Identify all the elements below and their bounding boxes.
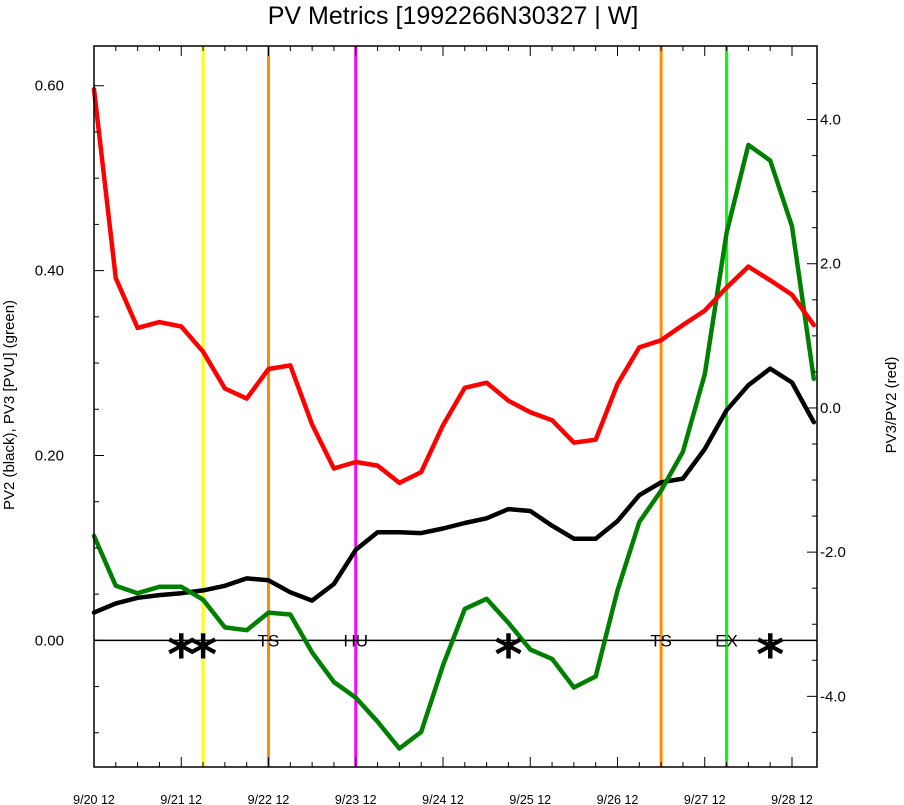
stage-label-hu-1: HU — [343, 631, 368, 650]
x-tick-label: 9/25 12 — [509, 793, 551, 805]
left-tick-label: 0.60 — [35, 78, 64, 95]
right-tick-label: -4.0 — [820, 688, 846, 705]
right-tick-label: 0.0 — [820, 400, 841, 417]
right-tick-label: 4.0 — [820, 112, 841, 129]
stage-labels: TS HU TS EX — [258, 631, 738, 650]
left-tick-label: 0.20 — [35, 447, 64, 464]
x-tick-label: 9/22 12 — [248, 793, 290, 805]
stage-label-ts-0: TS — [258, 631, 280, 650]
right-tick-label: -2.0 — [820, 544, 846, 561]
star-marker-2: * — [494, 623, 522, 686]
plot-border — [93, 45, 818, 768]
stage-label-ts-2: TS — [650, 631, 672, 650]
star-markers: ** * * — [167, 623, 784, 686]
x-tick-label: 9/24 12 — [422, 793, 464, 805]
star-marker-0: * — [167, 623, 195, 686]
right-axis-label: PV3/PV2 (red) — [883, 357, 900, 454]
left-axis: 0.00 0.20 0.40 0.60 — [35, 78, 104, 734]
right-axis: -4.0 -2.0 0.0 2.0 4.0 — [807, 82, 846, 733]
chart-title: PV Metrics [1992266N30327 | W] — [268, 2, 639, 30]
series-line-pv3-pv2 — [91, 87, 817, 486]
star-marker-1: * — [189, 623, 217, 686]
series-lines — [91, 87, 817, 751]
x-tick-label: 9/21 12 — [160, 793, 202, 805]
bottom-axis: 9/20 12 9/21 12 9/22 12 9/23 12 9/24 12 9/25 … — [73, 46, 813, 805]
x-tick-label: 9/23 12 — [335, 793, 377, 805]
star-marker-3: * — [756, 623, 784, 686]
left-tick-label: 0.40 — [35, 263, 64, 280]
plot-frame — [93, 45, 818, 768]
stage-vertical-lines — [201, 46, 729, 767]
x-tick-label: 9/20 12 — [73, 793, 115, 805]
left-axis-label: PV2 (black), PV3 [PVU] (green) — [1, 300, 18, 510]
x-tick-label: 9/26 12 — [597, 793, 639, 805]
stage-label-ex-3: EX — [715, 631, 738, 650]
right-tick-label: 2.0 — [820, 256, 841, 273]
series-line-pv2 — [91, 366, 817, 615]
series-line-pv3 — [91, 142, 817, 751]
x-tick-label: 9/27 12 — [684, 793, 726, 805]
x-tick-label: 9/28 12 — [771, 793, 813, 805]
left-tick-label: 0.00 — [35, 632, 64, 649]
